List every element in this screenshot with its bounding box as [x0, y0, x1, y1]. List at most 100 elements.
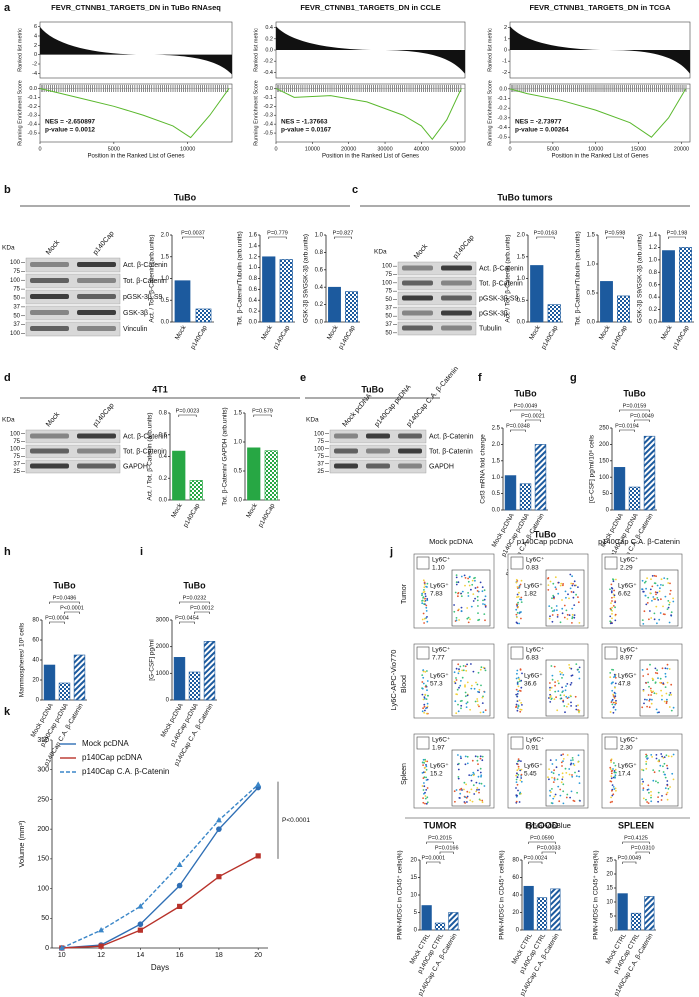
- flow-event: [614, 695, 617, 698]
- significance-bracket: [179, 601, 210, 604]
- y-tick-label: 0.6: [249, 287, 258, 293]
- flow-event: [649, 592, 652, 594]
- flow-event: [577, 596, 579, 598]
- flow-event: [548, 768, 550, 770]
- flow-event: [471, 759, 474, 762]
- flow-event: [465, 796, 468, 799]
- flow-event: [464, 691, 467, 694]
- flow-event: [457, 703, 459, 706]
- flow-event: [426, 796, 429, 799]
- flow-event: [468, 576, 471, 579]
- marker: [177, 903, 183, 909]
- y-tick-label: 20: [410, 858, 417, 864]
- blot-header: TuBo tumors: [497, 192, 552, 202]
- flow-event: [653, 692, 656, 695]
- flow-event: [668, 603, 671, 606]
- flow-event: [609, 588, 611, 591]
- flow-event: [559, 794, 562, 797]
- flow-event: [516, 772, 518, 775]
- flow-event: [483, 613, 486, 615]
- flow-event: [646, 757, 649, 760]
- flow-event: [642, 787, 645, 790]
- flow-event: [516, 769, 519, 772]
- flow-event: [520, 579, 523, 582]
- flow-event: [664, 672, 667, 675]
- flow-event: [562, 783, 565, 786]
- flow-event: [655, 757, 658, 760]
- bar: [434, 922, 446, 931]
- flow-event: [569, 694, 572, 697]
- flow-event: [423, 697, 426, 700]
- y-tick-label: 0.5: [492, 491, 501, 497]
- flow-event: [578, 622, 581, 624]
- flow-event: [421, 618, 424, 621]
- flow-event: [480, 782, 483, 785]
- p-value: P=0.0194: [615, 423, 639, 429]
- flow-event: [611, 789, 613, 792]
- flow-event: [652, 779, 655, 782]
- blot-band: [77, 326, 116, 331]
- flow-event: [466, 801, 468, 803]
- flow-event: [455, 677, 457, 679]
- flow-event: [613, 770, 616, 772]
- flow-event: [560, 754, 563, 756]
- flow-event: [570, 759, 572, 762]
- flow-event: [657, 796, 659, 798]
- flow-event: [474, 755, 477, 758]
- ranked-metric: [510, 26, 690, 74]
- flow-event: [455, 583, 458, 586]
- flow-event: [547, 577, 550, 579]
- y-tick-label: 1: [504, 36, 507, 42]
- flow-event: [664, 686, 667, 688]
- flow-event: [518, 678, 521, 680]
- y-tick-label: 0.0: [265, 86, 273, 92]
- flow-event: [641, 783, 644, 785]
- flow-event: [649, 610, 651, 612]
- flow-event: [426, 705, 429, 708]
- flow-event: [460, 610, 463, 612]
- flow-event: [424, 595, 427, 598]
- flow-event: [424, 771, 427, 774]
- flow-event: [559, 788, 562, 791]
- kda-marker: 50: [385, 330, 392, 336]
- flow-event: [645, 587, 647, 590]
- flow-event: [561, 599, 563, 601]
- y-tick-label: 1.0: [492, 475, 501, 481]
- y-tick-label: 0.0: [249, 320, 258, 326]
- gate-value: 17.4: [618, 771, 631, 778]
- bar: [530, 265, 544, 323]
- flow-event: [520, 708, 523, 711]
- gate: [510, 736, 524, 750]
- flow-event: [566, 618, 569, 620]
- flow-event: [647, 673, 649, 676]
- flow-event: [476, 595, 479, 598]
- flow-event: [426, 599, 429, 602]
- flow-event: [519, 708, 522, 711]
- flow-event: [456, 693, 458, 696]
- p-value: P=0.0049: [617, 855, 641, 861]
- flow-event: [569, 683, 572, 686]
- p-value: P=0.579: [252, 408, 273, 414]
- flow-event: [611, 622, 613, 625]
- y-tick-label: -0.2: [264, 59, 273, 65]
- blot-band: [402, 295, 433, 301]
- flow-event: [424, 671, 427, 673]
- flow-event: [557, 592, 560, 595]
- flow-event: [516, 586, 519, 588]
- significance-bracket: [49, 601, 80, 604]
- y-tick-label: 0: [504, 47, 507, 53]
- blot-band: [441, 325, 472, 331]
- flow-event: [461, 676, 464, 679]
- flow-event: [645, 763, 648, 765]
- y-tick-label: -4: [32, 71, 37, 77]
- kda-marker: 75: [317, 454, 324, 460]
- flow-event: [647, 596, 650, 599]
- flow-event: [453, 680, 456, 683]
- flow-event: [578, 671, 580, 673]
- flow-event: [609, 672, 612, 674]
- flow-event: [663, 577, 666, 579]
- flow-event: [549, 686, 551, 689]
- flow-event: [612, 701, 615, 704]
- flow-event: [609, 711, 612, 713]
- significance-bracket: [510, 429, 526, 432]
